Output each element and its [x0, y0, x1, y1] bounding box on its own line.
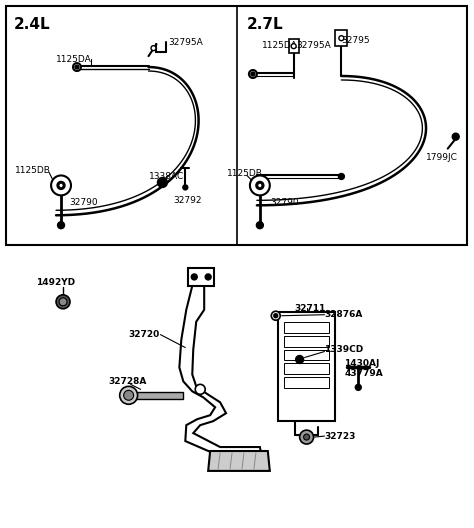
Circle shape: [59, 298, 67, 306]
Text: 2.4L: 2.4L: [13, 17, 50, 32]
Bar: [188, 268, 214, 286]
Text: 32711: 32711: [295, 304, 326, 313]
Circle shape: [300, 430, 313, 444]
Text: 1125DA: 1125DA: [56, 55, 92, 64]
Bar: [284, 336, 329, 346]
Text: 32723: 32723: [325, 432, 356, 441]
Text: 32790: 32790: [69, 199, 98, 208]
Circle shape: [75, 65, 79, 69]
Bar: [289, 39, 299, 53]
Circle shape: [258, 183, 262, 187]
Circle shape: [195, 384, 205, 394]
Circle shape: [120, 386, 137, 404]
Circle shape: [51, 175, 71, 195]
Bar: [284, 322, 329, 333]
Text: 32795A: 32795A: [168, 38, 203, 47]
Circle shape: [191, 274, 197, 280]
Text: 2.7L: 2.7L: [247, 17, 283, 32]
Circle shape: [124, 390, 134, 400]
Circle shape: [251, 72, 255, 76]
Bar: [284, 363, 329, 374]
Circle shape: [304, 434, 310, 440]
Circle shape: [271, 311, 280, 320]
Circle shape: [157, 177, 167, 187]
Text: 1430AJ: 1430AJ: [345, 360, 380, 369]
Text: 32728A: 32728A: [109, 378, 147, 386]
Text: 1125DA: 1125DA: [262, 41, 298, 50]
Circle shape: [183, 185, 188, 190]
Circle shape: [57, 182, 65, 190]
Bar: [336, 30, 347, 46]
Text: 43779A: 43779A: [345, 370, 383, 379]
Circle shape: [250, 175, 270, 195]
Circle shape: [296, 355, 304, 363]
Circle shape: [291, 44, 296, 49]
Text: 32790: 32790: [270, 199, 299, 208]
Circle shape: [274, 314, 278, 318]
Circle shape: [205, 274, 211, 280]
Circle shape: [249, 70, 257, 78]
Bar: [6, 6, 466, 245]
Polygon shape: [208, 451, 270, 471]
Text: 1799JC: 1799JC: [426, 153, 458, 162]
Bar: [284, 378, 329, 388]
Circle shape: [59, 183, 63, 187]
Circle shape: [73, 63, 81, 71]
Bar: [284, 350, 329, 361]
Bar: [278, 312, 336, 421]
Text: 32720: 32720: [128, 329, 160, 338]
Text: 32876A: 32876A: [325, 310, 363, 319]
Circle shape: [452, 133, 459, 140]
Text: 1125DB: 1125DB: [15, 165, 51, 175]
Circle shape: [339, 36, 344, 41]
Circle shape: [151, 45, 156, 51]
Text: 1339CD: 1339CD: [325, 345, 364, 354]
Circle shape: [56, 295, 70, 309]
Bar: [128, 392, 183, 399]
Circle shape: [57, 222, 64, 229]
Circle shape: [256, 222, 264, 229]
Circle shape: [256, 182, 264, 190]
Text: 32792: 32792: [173, 196, 202, 205]
Text: 32795: 32795: [341, 36, 370, 45]
Text: 32795A: 32795A: [297, 41, 331, 50]
Text: 1125DB: 1125DB: [227, 168, 263, 177]
Text: 1338AC: 1338AC: [148, 173, 184, 182]
Circle shape: [338, 174, 345, 180]
Circle shape: [356, 384, 361, 390]
Text: 1492YD: 1492YD: [36, 278, 75, 287]
